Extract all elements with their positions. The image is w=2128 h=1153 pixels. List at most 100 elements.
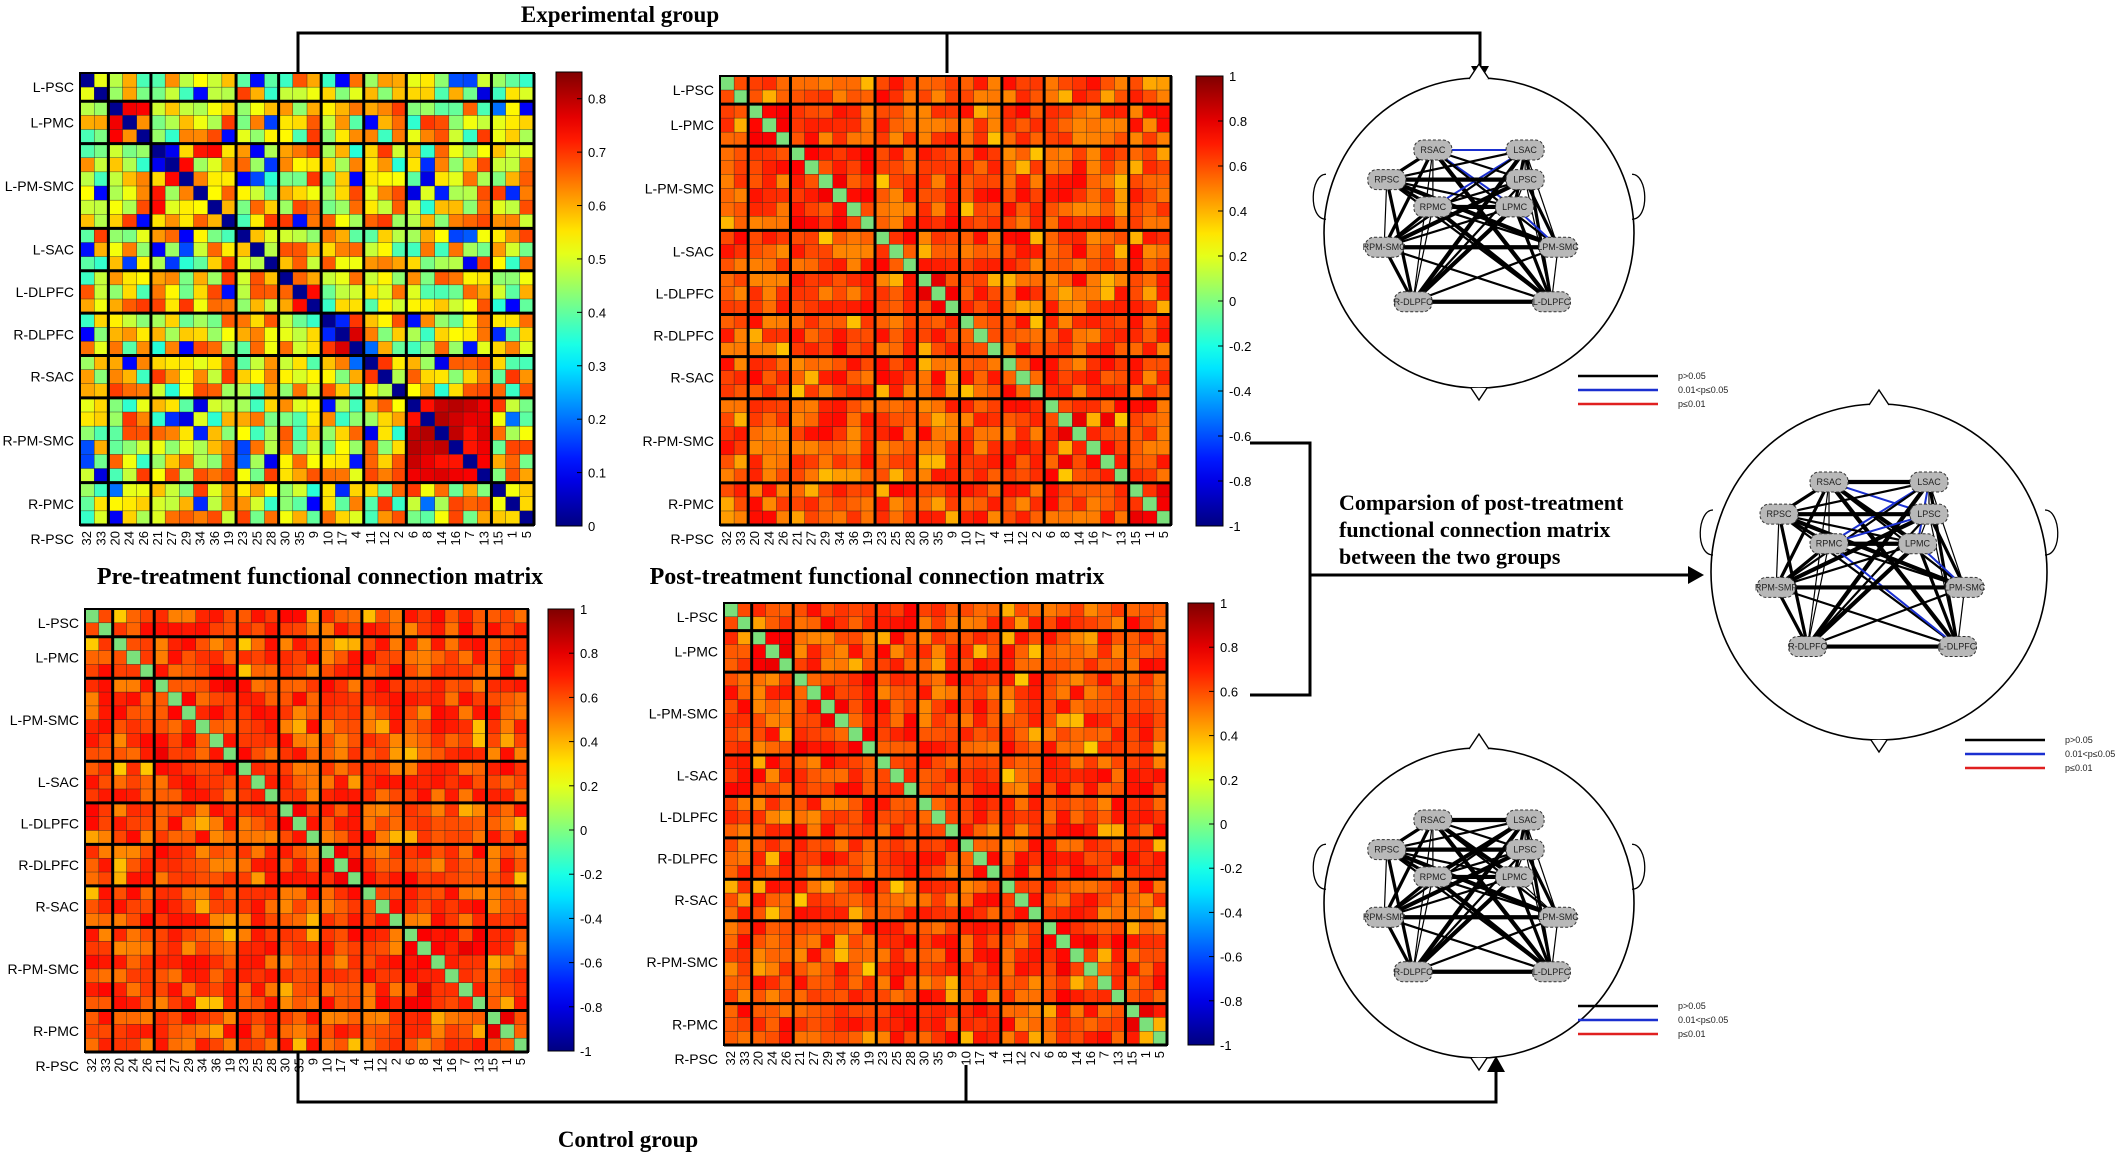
matrix-cell — [209, 927, 224, 942]
matrix-cell — [751, 1030, 767, 1046]
matrix-cell — [93, 468, 109, 484]
matrix-cell — [1086, 230, 1102, 245]
matrix-cell — [806, 934, 822, 949]
matrix-cell — [889, 602, 905, 618]
matrix-cell — [207, 440, 223, 455]
matrix-cell — [931, 727, 946, 742]
matrix-cell — [462, 369, 478, 385]
matrix-cell — [420, 496, 436, 512]
matrix-cell — [126, 788, 141, 804]
matrix-cell — [719, 496, 735, 512]
matrix-cell — [292, 454, 308, 470]
matrix-cell — [917, 616, 933, 632]
matrix-cell — [377, 171, 393, 187]
matrix-cell — [889, 685, 905, 701]
matrix-cell — [306, 678, 321, 693]
matrix-cell — [444, 761, 460, 776]
matrix-cell — [903, 602, 919, 618]
matrix-cell — [931, 496, 946, 512]
matrix-cell — [306, 636, 321, 652]
matrix-cell — [1125, 920, 1140, 936]
matrix-cell — [264, 1010, 280, 1025]
matrix-cell — [846, 145, 862, 161]
matrix-cell — [1000, 658, 1016, 673]
matrix-cell — [1001, 300, 1017, 316]
matrix-cell — [406, 510, 421, 526]
matrix-cell — [917, 131, 932, 147]
matrix-cell — [389, 913, 404, 928]
matrix-cell — [98, 664, 114, 679]
matrix-cell — [209, 719, 224, 735]
matrix-cell — [434, 143, 450, 159]
matrix-cell — [846, 286, 862, 302]
matrix-cell — [434, 397, 450, 413]
matrix-cell — [235, 256, 251, 272]
matrix-cell — [406, 185, 421, 201]
matrix-cell — [430, 927, 446, 942]
matrix-cell — [264, 157, 280, 173]
matrix-cell — [513, 996, 529, 1011]
matrix-cell — [430, 885, 446, 901]
matrix-cell — [945, 782, 960, 797]
matrix-cell — [375, 802, 391, 818]
matrix-cell — [221, 199, 237, 215]
matrix-cell — [389, 982, 404, 998]
matrix-cell — [513, 761, 529, 776]
matrix-cell — [472, 996, 487, 1011]
colorbar-tick-label: 0.4 — [1220, 729, 1238, 744]
matrix-cell — [719, 103, 735, 119]
matrix-cell — [959, 658, 974, 673]
matrix-cell — [820, 602, 836, 618]
matrix-cell — [164, 129, 180, 145]
matrix-cell — [237, 941, 252, 956]
matrix-cell — [1111, 823, 1126, 839]
matrix-cell — [389, 761, 404, 776]
region-label: L-PSC — [33, 79, 74, 95]
matrix-cell — [874, 342, 890, 358]
matrix-cell — [931, 188, 946, 203]
matrix-cell — [513, 664, 529, 679]
matrix-cell — [179, 383, 194, 399]
matrix-cell — [1015, 328, 1031, 344]
matrix-cell — [737, 879, 753, 894]
matrix-cell — [207, 86, 223, 102]
matrix-cell — [973, 188, 989, 203]
network-edge — [1382, 819, 1435, 918]
colorbar-tick-label: 0.4 — [1229, 204, 1247, 219]
matrix-cell — [237, 927, 252, 942]
matrix-cell — [1083, 713, 1099, 728]
matrix-cell — [112, 816, 128, 831]
matrix-cell — [237, 816, 252, 831]
channel-label: 1 — [505, 531, 520, 538]
matrix-cell — [1043, 300, 1059, 316]
matrix-cell — [846, 174, 862, 189]
matrix-cell — [762, 230, 777, 245]
colorbar-tick-label: 1 — [580, 602, 587, 617]
matrix-cell — [164, 496, 180, 512]
matrix-cell — [264, 761, 280, 776]
matrix-cell — [420, 171, 436, 187]
matrix-cell — [264, 608, 280, 624]
matrix-cell — [209, 1010, 224, 1025]
matrix-cell — [500, 747, 515, 762]
matrix-cell — [888, 89, 904, 105]
matrix-cell — [167, 650, 183, 665]
matrix-cell — [430, 678, 446, 693]
matrix-cell — [793, 602, 808, 618]
matrix-cell — [391, 199, 407, 215]
left-ear — [1312, 173, 1327, 220]
matrix-cell — [1128, 272, 1144, 287]
matrix-cell — [193, 101, 209, 116]
colorbar-tick-label: 0.4 — [588, 305, 606, 320]
matrix-cell — [306, 369, 322, 385]
matrix-cell — [959, 727, 974, 742]
matrix-cell — [406, 242, 421, 258]
matrix-cell — [832, 342, 848, 358]
matrix-cell — [448, 510, 464, 526]
matrix-cell — [1015, 89, 1031, 105]
matrix-cell — [765, 754, 780, 770]
matrix-cell — [1072, 75, 1087, 91]
matrix-cell — [491, 440, 507, 455]
matrix-cell — [1001, 468, 1017, 484]
matrix-cell — [1056, 809, 1071, 825]
